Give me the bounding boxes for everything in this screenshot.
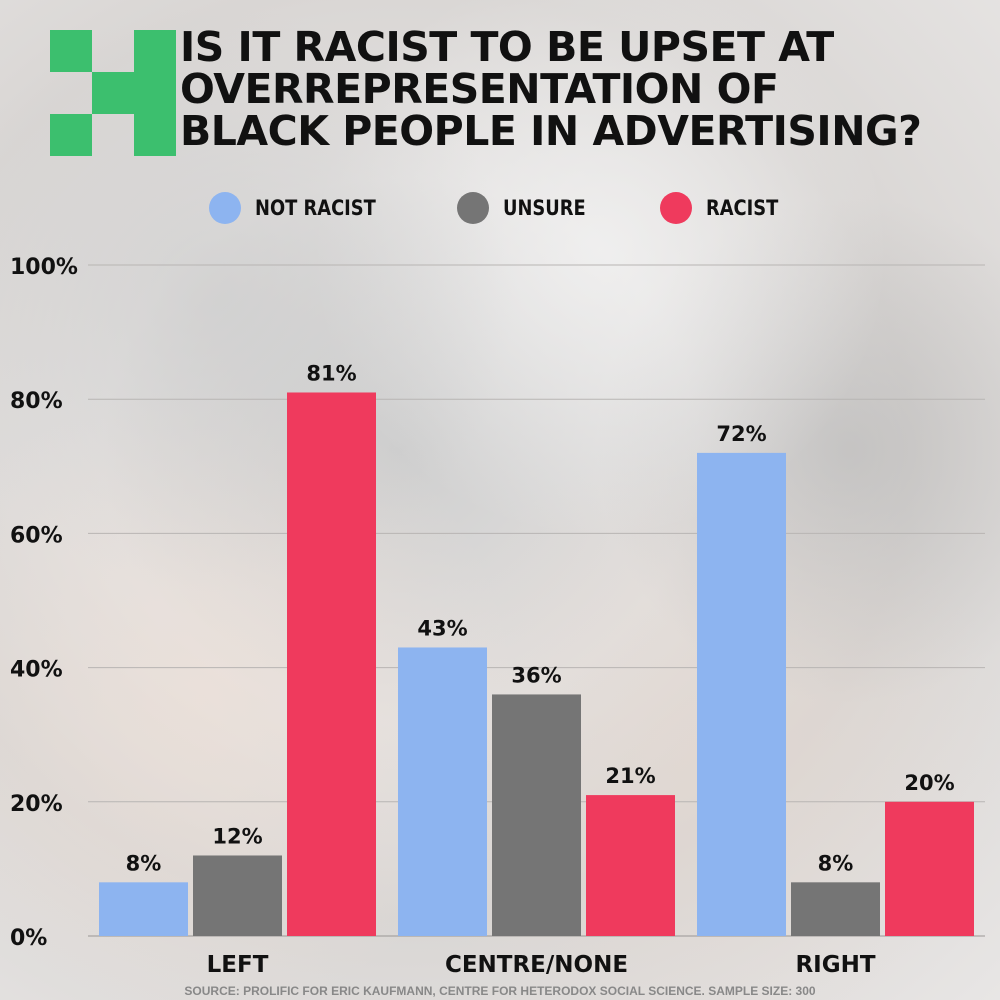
- bar-value-label: 8%: [818, 851, 854, 875]
- bar: [791, 882, 880, 936]
- logo-square: [92, 72, 134, 114]
- source-note: SOURCE: PROLIFIC FOR ERIC KAUFMANN, CENT…: [184, 984, 816, 998]
- bar-value-label: 36%: [511, 663, 561, 687]
- legend-swatch: [456, 192, 489, 224]
- logo-square: [50, 30, 92, 72]
- legend-item: RACIST: [660, 192, 791, 224]
- bar: [885, 801, 974, 936]
- logo-square: [134, 30, 176, 72]
- bar: [99, 882, 188, 936]
- bar: [492, 694, 581, 936]
- bar-value-label: 81%: [306, 361, 356, 385]
- bar-value-label: 8%: [126, 851, 162, 875]
- x-category-label: LEFT: [207, 952, 269, 978]
- legend-label: UNSURE: [502, 196, 586, 220]
- bar: [193, 855, 282, 936]
- bar-value-label: 20%: [904, 771, 954, 795]
- bar: [398, 647, 487, 936]
- legend-swatch: [208, 192, 241, 224]
- bar: [697, 452, 786, 936]
- logo-square: [134, 72, 176, 114]
- logo-square: [50, 114, 92, 156]
- bar-value-label: 21%: [605, 764, 655, 788]
- logo-square: [134, 114, 176, 156]
- y-tick-label: 40%: [10, 658, 63, 683]
- y-axis-ticks: 0% 20% 40% 60% 80% 100%: [10, 255, 78, 951]
- x-category-label: RIGHT: [795, 952, 875, 978]
- bar-value-label: 12%: [212, 824, 262, 848]
- logo: [50, 30, 176, 156]
- legend-swatch: [660, 192, 693, 224]
- y-tick-label: 20%: [10, 792, 63, 817]
- legend: NOT RACIST UNSURE RACIST: [0, 190, 1000, 226]
- y-tick-label: 100%: [10, 255, 78, 280]
- bar-value-label: 43%: [417, 616, 467, 640]
- y-tick-label: 0%: [10, 926, 47, 951]
- x-category-label: CENTRE/NONE: [445, 952, 628, 978]
- legend-label: RACIST: [706, 196, 779, 220]
- bar-value-label: 72%: [716, 422, 766, 446]
- legend-item: NOT RACIST: [208, 192, 397, 224]
- bars: [99, 392, 974, 936]
- legend-label: NOT RACIST: [254, 196, 376, 220]
- y-tick-label: 80%: [10, 389, 63, 414]
- bar: [586, 795, 675, 936]
- bar: [287, 392, 376, 936]
- bar-value-labels: 8% 12% 81% 43% 36% 21% 72% 8% 20%: [126, 361, 955, 875]
- legend-item: UNSURE: [456, 192, 600, 224]
- chart-title: IS IT RACIST TO BE UPSET AT OVERREPRESEN…: [180, 23, 922, 155]
- x-axis-categories: LEFT CENTRE/NONE RIGHT: [207, 952, 876, 978]
- y-tick-label: 60%: [10, 523, 63, 548]
